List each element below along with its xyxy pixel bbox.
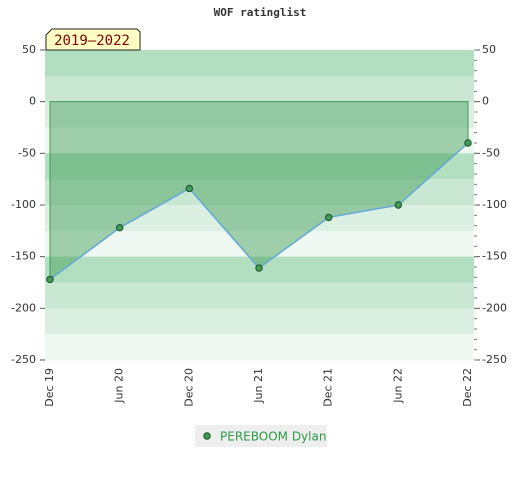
background-band <box>45 308 474 335</box>
annotation: 2019–2022 <box>54 33 130 49</box>
x-tick-label: Jun 22 <box>391 368 404 404</box>
background-band <box>45 153 474 180</box>
background-band <box>45 282 474 309</box>
data-point <box>394 201 403 209</box>
legend-box <box>195 425 327 447</box>
y-tick-label: -50 <box>18 146 36 159</box>
y2-tick-label: -50 <box>482 146 500 159</box>
data-point <box>115 224 124 232</box>
y2-tick-label: -200 <box>482 301 507 314</box>
data-point <box>255 264 263 272</box>
y2-tick-label: -250 <box>482 353 507 366</box>
legend-marker <box>203 432 211 440</box>
x-tick-label: Dec 19 <box>43 368 56 407</box>
background-band <box>45 50 474 77</box>
background-band <box>45 127 474 154</box>
y-tick-label: 0 <box>29 95 36 108</box>
y2-tick-label: -150 <box>482 250 507 263</box>
y-tick-label: -250 <box>11 353 36 366</box>
background-band <box>45 334 474 361</box>
x-tick-label: Dec 22 <box>461 368 474 407</box>
data-point <box>324 213 333 222</box>
x-tick-label: Dec 20 <box>182 368 195 407</box>
background-band <box>45 230 474 257</box>
y-tick-label: -200 <box>11 301 36 314</box>
chart-title: WOF ratinglist <box>214 6 307 19</box>
legend-label: PEREBOOM Dylan <box>220 430 326 444</box>
x-tick-label: Jun 20 <box>113 368 126 404</box>
y-tick-label: -100 <box>11 198 36 211</box>
data-point <box>464 139 472 147</box>
x-tick-label: Dec 21 <box>322 368 335 407</box>
y2-tick-label: 0 <box>482 95 489 108</box>
background-band <box>45 101 474 128</box>
y2-tick-label: -100 <box>482 198 507 211</box>
y2-tick-label: 50 <box>482 43 496 56</box>
annotation-box <box>45 28 141 51</box>
y-tick-label: 50 <box>22 43 36 56</box>
data-point <box>46 275 54 284</box>
y-tick-label: -150 <box>11 250 36 263</box>
background-band <box>45 75 474 102</box>
data-point <box>185 184 194 193</box>
x-tick-label: Jun 21 <box>252 368 265 404</box>
